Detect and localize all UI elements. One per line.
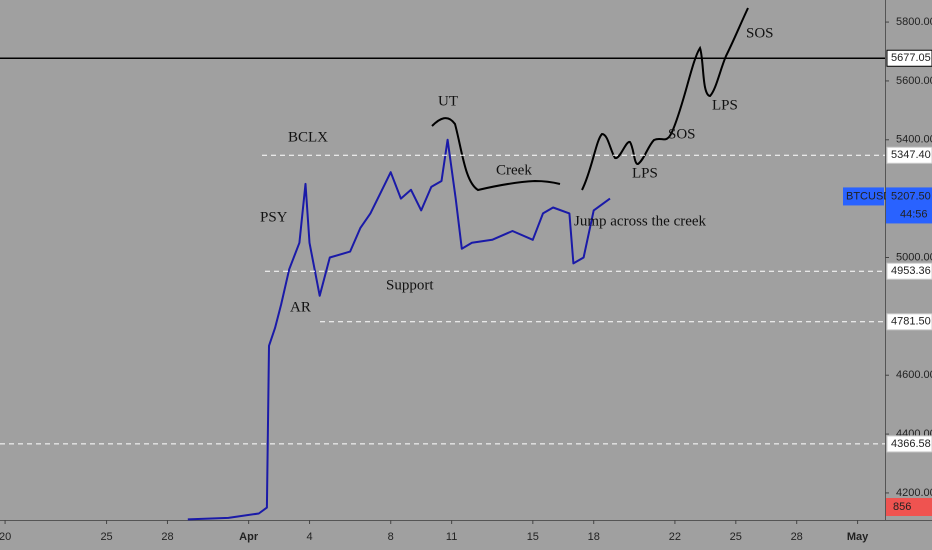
volume-label: 856: [893, 501, 911, 513]
y-tick-label: 4200.00: [896, 487, 932, 499]
x-tick-label: 11: [446, 531, 457, 543]
price-level-label: 5677.05: [891, 52, 931, 64]
last-price-box: [886, 187, 932, 224]
x-tick-label: 8: [388, 531, 394, 543]
x-tick-label: 25: [730, 531, 742, 543]
x-tick-label: 25: [100, 531, 112, 543]
x-tick-label: 15: [527, 531, 539, 543]
y-tick-label: 5800.00: [896, 16, 932, 28]
annotation: SOS: [668, 126, 696, 142]
price-level-label: 4366.58: [891, 438, 931, 450]
symbol-label: BTCUSD: [846, 190, 891, 202]
x-tick-label: May: [847, 531, 869, 543]
x-tick-label: 28: [161, 531, 173, 543]
annotation: SOS: [746, 25, 774, 41]
annotation: LPS: [632, 165, 658, 181]
annotation: PSY: [260, 209, 288, 225]
hand-drawn-ut-creek: [431, 117, 561, 192]
price-level-label: 4781.50: [891, 316, 931, 328]
annotation: AR: [290, 299, 311, 315]
x-tick-label: 20: [0, 531, 11, 543]
y-tick-label: 4600.00: [896, 369, 932, 381]
x-tick-label: 4: [306, 531, 312, 543]
annotation: Creek: [496, 162, 532, 178]
annotation: Support: [386, 277, 434, 293]
price-level-label: 5347.40: [891, 149, 931, 161]
price-level-box: [886, 435, 932, 453]
annotation: UT: [438, 93, 458, 109]
annotation: BCLX: [288, 129, 328, 145]
hand-drawn-projection: [581, 7, 749, 191]
annotation: LPS: [712, 97, 738, 113]
volume-box: [886, 498, 932, 516]
price-level-box: [886, 262, 932, 280]
symbol-box: [843, 187, 884, 206]
x-tick-label: 18: [588, 531, 600, 543]
x-tick-label: Apr: [239, 531, 259, 543]
last-price-label: 5207.50: [891, 190, 931, 202]
price-level-box: [886, 313, 932, 331]
x-tick-label: 22: [669, 531, 681, 543]
y-tick-label: 5000.00: [896, 251, 932, 263]
price-level-box: [886, 146, 932, 164]
y-tick-label: 5600.00: [896, 75, 932, 87]
countdown-label: 44:56: [900, 208, 928, 220]
annotation: Jump across the creek: [574, 213, 707, 229]
price-level-box: [886, 49, 932, 67]
y-tick-label: 5400.00: [896, 134, 932, 146]
price-line: [187, 138, 611, 521]
x-tick-label: 28: [791, 531, 803, 543]
price-level-label: 4953.36: [891, 265, 931, 277]
